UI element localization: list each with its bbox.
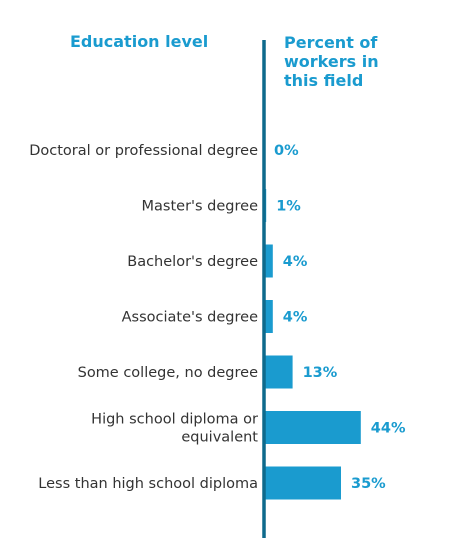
category-label-6: Less than high school diploma: [38, 476, 258, 492]
value-label-1: 1%: [276, 199, 301, 215]
bar-4: [264, 355, 293, 389]
category-label-3-line-0: Associate's degree: [122, 310, 258, 326]
category-label-2-line-0: Bachelor's degree: [127, 254, 258, 270]
category-label-1: Master's degree: [142, 199, 259, 215]
bar-5: [264, 411, 361, 444]
value-label-2: 4%: [283, 254, 308, 270]
labels-layer: Doctoral or professional degree 0% Master'…: [29, 143, 406, 492]
category-label-1-line-0: Master's degree: [142, 199, 259, 215]
category-label-0: Doctoral or professional degree: [29, 143, 258, 159]
value-header: Percent of workers in this field: [284, 33, 444, 90]
bars-layer: [264, 189, 361, 500]
value-header-line-3: this field: [284, 71, 364, 90]
value-label-6: 35%: [351, 476, 386, 492]
category-label-4: Some college, no degree: [78, 365, 258, 381]
value-label-4: 13%: [303, 365, 338, 381]
value-header-line-1: Percent of: [284, 33, 378, 52]
value-label-0: 0%: [274, 143, 299, 159]
category-label-2: Bachelor's degree: [127, 254, 258, 270]
bar-2: [264, 244, 273, 278]
value-header-line-2: workers in: [284, 52, 379, 71]
value-label-5: 44%: [371, 421, 406, 437]
category-label-3: Associate's degree: [122, 310, 258, 326]
bar-3: [264, 300, 273, 333]
bar-6: [264, 466, 341, 500]
category-label-6-line-0: Less than high school diploma: [38, 476, 258, 492]
category-header: Education level: [70, 32, 209, 51]
category-label-5-line-1: equivalent: [181, 430, 258, 446]
category-label-0-line-0: Doctoral or professional degree: [29, 143, 258, 159]
value-label-3: 4%: [283, 310, 308, 326]
category-label-5-line-0: High school diploma or: [91, 412, 258, 428]
category-label-5: High school diploma or equivalent: [91, 412, 258, 446]
category-label-4-line-0: Some college, no degree: [78, 365, 258, 381]
